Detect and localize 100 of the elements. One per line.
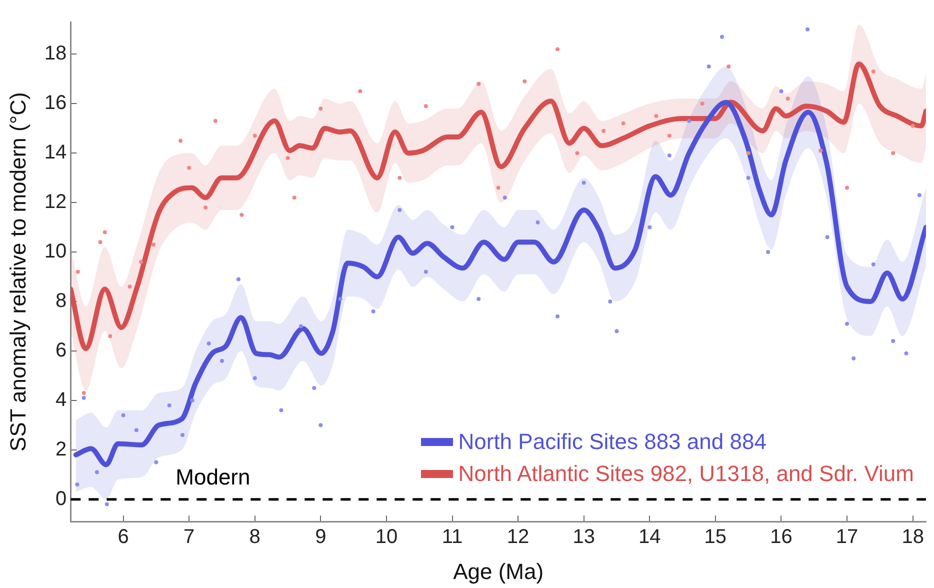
y-tick-label: 10 xyxy=(44,240,67,263)
point xyxy=(806,27,810,32)
x-tick-label: 18 xyxy=(902,526,924,548)
point xyxy=(82,390,86,395)
point xyxy=(700,102,704,106)
point xyxy=(424,104,428,108)
point xyxy=(82,396,86,400)
point xyxy=(134,428,138,432)
point xyxy=(575,151,580,156)
point xyxy=(476,297,481,302)
point xyxy=(98,240,102,244)
point xyxy=(556,47,560,52)
point xyxy=(121,413,126,418)
point xyxy=(206,342,211,346)
point xyxy=(614,329,619,334)
point xyxy=(818,148,823,153)
point xyxy=(358,89,362,94)
y-tick-label: 18 xyxy=(44,42,67,65)
x-axis-title: Age (Ma) xyxy=(453,558,544,584)
y-tick-label: 4 xyxy=(56,388,67,411)
point xyxy=(654,114,658,118)
point xyxy=(279,408,284,412)
point xyxy=(726,64,731,69)
point xyxy=(213,118,218,123)
x-tick-label: 12 xyxy=(506,526,530,548)
legend-label: North Pacific Sites 883 and 884 xyxy=(458,428,766,456)
x-tick-label: 17 xyxy=(836,526,858,548)
point xyxy=(424,270,428,274)
point xyxy=(318,423,323,428)
y-tick-label: 16 xyxy=(44,92,67,114)
y-tick-label: 8 xyxy=(56,290,67,312)
point xyxy=(139,260,144,264)
point xyxy=(891,151,896,156)
y-tick-label: 6 xyxy=(56,339,67,362)
point xyxy=(154,460,158,464)
point xyxy=(180,433,184,438)
x-tick-label: 7 xyxy=(184,526,195,548)
point xyxy=(825,235,830,240)
point xyxy=(852,356,856,360)
point xyxy=(102,230,107,234)
point xyxy=(450,225,454,230)
point xyxy=(648,225,652,230)
y-tick-label: 12 xyxy=(44,191,67,214)
point xyxy=(236,277,240,282)
x-tick-label: 15 xyxy=(704,526,727,548)
point xyxy=(178,138,183,143)
point xyxy=(845,322,850,326)
x-tick-label: 8 xyxy=(249,526,260,548)
point xyxy=(536,220,540,224)
point xyxy=(128,284,132,289)
point xyxy=(891,339,896,344)
point xyxy=(910,124,915,128)
point xyxy=(766,250,770,254)
point xyxy=(608,299,612,304)
point xyxy=(602,128,606,133)
point xyxy=(108,334,112,338)
y-tick-label: 14 xyxy=(44,142,67,164)
point xyxy=(706,64,711,69)
point xyxy=(746,151,750,156)
point xyxy=(687,118,692,123)
point xyxy=(556,314,560,318)
x-tick-label: 10 xyxy=(375,526,398,548)
point xyxy=(252,134,257,138)
point xyxy=(152,242,156,247)
point xyxy=(522,79,527,84)
ref-line-label: Modern xyxy=(176,464,250,490)
point xyxy=(76,270,80,274)
point xyxy=(845,186,850,190)
point xyxy=(779,89,784,94)
point xyxy=(75,482,80,486)
point xyxy=(621,121,626,126)
point xyxy=(502,196,507,200)
x-tick-label: 9 xyxy=(315,526,326,548)
point xyxy=(252,376,257,380)
point xyxy=(318,106,323,111)
x-tick-label: 13 xyxy=(572,526,595,548)
point xyxy=(167,403,172,408)
point xyxy=(398,208,402,212)
point xyxy=(582,180,586,185)
point xyxy=(240,212,244,217)
x-tick-label: 16 xyxy=(770,526,792,548)
point xyxy=(786,96,790,101)
point xyxy=(667,134,672,138)
point xyxy=(917,193,922,198)
point xyxy=(104,502,109,506)
point xyxy=(496,186,500,190)
point xyxy=(371,309,376,314)
x-tick-label: 11 xyxy=(442,526,463,548)
point xyxy=(292,196,296,200)
point xyxy=(871,262,876,266)
point xyxy=(746,176,750,180)
y-tick-label: 2 xyxy=(56,438,67,460)
point xyxy=(286,156,290,160)
point xyxy=(871,69,876,74)
point xyxy=(398,176,402,180)
point xyxy=(904,351,908,356)
point xyxy=(190,398,194,402)
point xyxy=(204,205,208,210)
x-tick-label: 14 xyxy=(638,526,661,548)
text: North Atlantic Sites 982, U1318, and Sdr. Vium xyxy=(458,460,914,488)
